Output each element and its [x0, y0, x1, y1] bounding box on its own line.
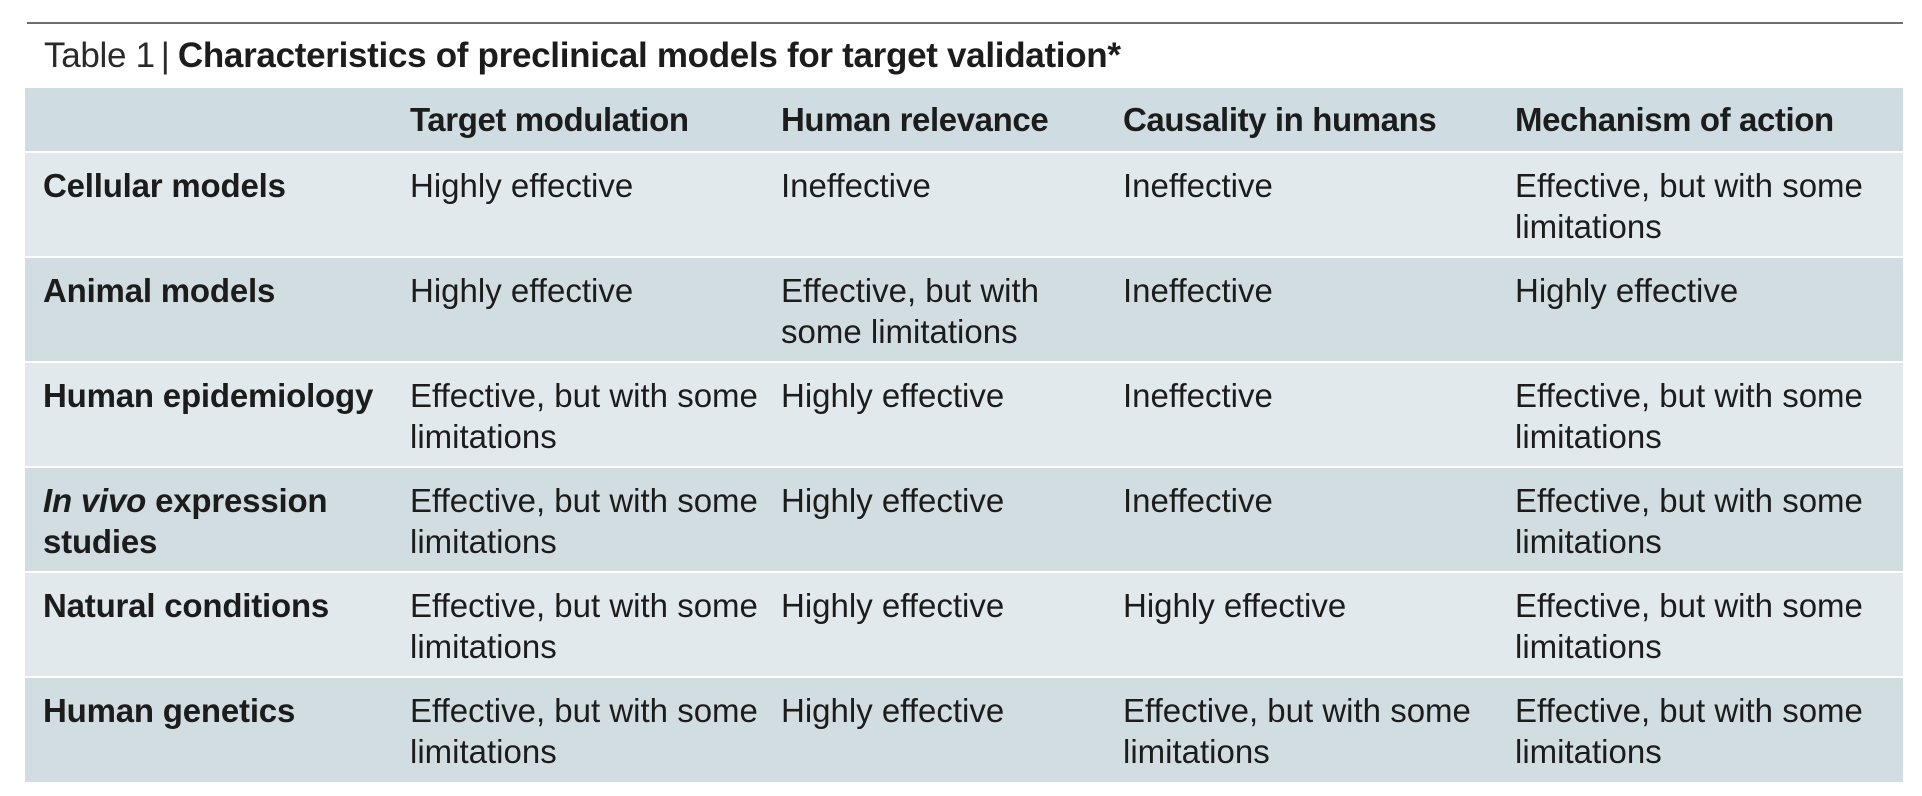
header-target-modulation: Target modulation	[410, 101, 689, 138]
table-row: Human epidemiology Effective, but with s…	[25, 362, 1903, 467]
table-cell: Ineffective	[1123, 167, 1273, 204]
table-cell: Ineffective	[781, 167, 931, 204]
table-cell: Effective, but with some limitations	[1515, 377, 1863, 455]
models-table: Target modulation Human relevance Causal…	[25, 88, 1903, 782]
table-cell: Effective, but with some limitations	[410, 692, 758, 770]
row-label-italic-part: In vivo	[43, 482, 147, 519]
header-cell-empty	[25, 88, 410, 152]
table-row: Human genetics Effective, but with some …	[25, 677, 1903, 782]
table-cell: Highly effective	[1123, 587, 1347, 624]
table-cell: Effective, but with some limitations	[1515, 167, 1863, 245]
row-label-cellular-models: Cellular models	[43, 167, 286, 204]
table-cell: Highly effective	[410, 167, 634, 204]
table-number: Table 1	[44, 36, 155, 75]
table-cell: Effective, but with some limitations	[1515, 587, 1863, 665]
table-cell: Effective, but with some limitations	[1123, 692, 1471, 770]
table-cell: Effective, but with some limitations	[781, 272, 1040, 350]
table-cell: Effective, but with some limitations	[410, 377, 758, 455]
top-rule	[27, 22, 1903, 24]
row-label-natural-conditions: Natural conditions	[43, 587, 330, 624]
table-row: Animal models Highly effective Effective…	[25, 257, 1903, 362]
table-caption: Table 1 | Characteristics of preclinical m…	[44, 28, 1121, 84]
table-cell: Highly effective	[410, 272, 634, 309]
table-cell: Highly effective	[781, 587, 1005, 624]
table-cell: Ineffective	[1123, 272, 1273, 309]
row-label-animal-models: Animal models	[43, 272, 276, 309]
table-cell: Effective, but with some limitations	[1515, 482, 1863, 560]
caption-separator: |	[160, 36, 170, 75]
table-row: In vivo expression studies Effective, bu…	[25, 467, 1903, 572]
table-container: Target modulation Human relevance Causal…	[25, 88, 1903, 784]
header-mechanism-of-action: Mechanism of action	[1515, 101, 1834, 138]
table-cell: Effective, but with some limitations	[410, 587, 758, 665]
table-row: Cellular models Highly effective Ineffec…	[25, 152, 1903, 257]
row-label-in-vivo-expression-studies: In vivo expression studies	[25, 467, 410, 572]
row-label-human-genetics: Human genetics	[43, 692, 296, 729]
table-cell: Effective, but with some limitations	[410, 482, 758, 560]
table-cell: Ineffective	[1123, 482, 1273, 519]
row-label-human-epidemiology: Human epidemiology	[43, 377, 374, 414]
table-cell: Highly effective	[781, 692, 1005, 729]
table-cell: Highly effective	[781, 482, 1005, 519]
table-cell: Effective, but with some limitations	[1515, 692, 1863, 770]
table-title: Characteristics of preclinical models fo…	[177, 36, 1121, 75]
header-row: Target modulation Human relevance Causal…	[25, 88, 1903, 152]
header-human-relevance: Human relevance	[781, 101, 1049, 138]
table-cell: Ineffective	[1123, 377, 1273, 414]
table-row: Natural conditions Effective, but with s…	[25, 572, 1903, 677]
header-causality-in-humans: Causality in humans	[1123, 101, 1437, 138]
table-cell: Highly effective	[1515, 272, 1739, 309]
row-label-rest: expression studies	[43, 482, 328, 560]
table-cell: Highly effective	[781, 377, 1005, 414]
